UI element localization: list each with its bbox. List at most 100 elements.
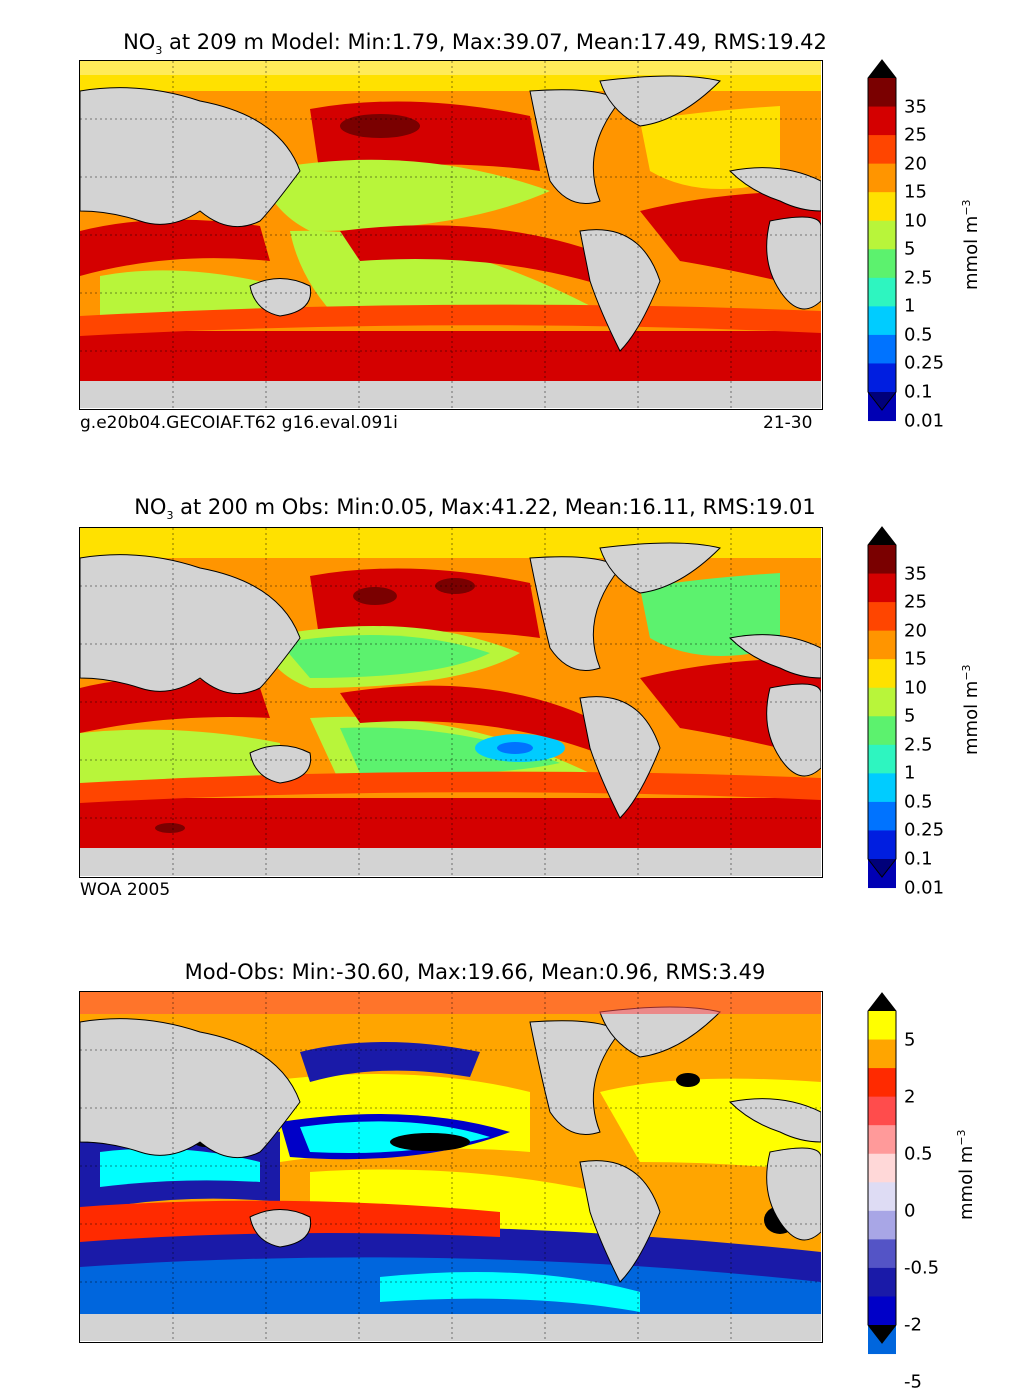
colorbar-segment	[868, 687, 896, 717]
colorbar-segment	[868, 1068, 896, 1098]
model-years-caption: 21-30	[763, 413, 813, 433]
obs-panel: NO3 at 200 m Obs: Min:0.05, Max:41.22, M…	[0, 495, 982, 900]
colorbar-segment	[868, 1125, 896, 1155]
colorbar-tick-label: 0.01	[904, 410, 945, 432]
colorbar-tick-label: 10	[904, 210, 927, 232]
colorbar-outline	[867, 992, 897, 1344]
model-map-title: NO3 at 209 m Model: Min:1.79, Max:39.07,…	[0, 30, 950, 57]
colorbar-segment	[868, 1296, 896, 1326]
obs-title-stats: at 200 m Obs: Min:0.05, Max:41.22, Mean:…	[173, 495, 816, 519]
colorbar-tick-label: -0.5	[904, 1257, 940, 1279]
obs-colorbar	[867, 526, 897, 889]
model-colorbar	[867, 59, 897, 422]
diff-unit-text: mmol m	[956, 1145, 977, 1220]
colorbar-tick-label: 5	[904, 1029, 916, 1051]
diff-map-graphic	[80, 992, 821, 1341]
colorbar-tick-label: -5	[904, 1371, 922, 1393]
colorbar-extend-max	[868, 60, 896, 78]
colorbar-segment	[868, 334, 896, 364]
colorbar-tick-label: 5	[904, 238, 916, 260]
model-title-species: NO	[123, 30, 156, 54]
colorbar-segment	[868, 1096, 896, 1126]
colorbar-tick-label: 10	[904, 677, 927, 699]
colorbar-tick-label: 1	[904, 762, 916, 784]
colorbar-tick-label: 0.1	[904, 381, 933, 403]
colorbar-segment	[868, 545, 896, 575]
colorbar-segment	[868, 1011, 896, 1041]
colorbar-tick-label: 0.25	[904, 819, 945, 841]
colorbar-segment	[868, 277, 896, 307]
colorbar-segment	[868, 163, 896, 193]
colorbar-segment	[868, 716, 896, 746]
colorbar-segment	[868, 1153, 896, 1183]
colorbar-segment	[868, 1039, 896, 1069]
obs-title-species: NO	[134, 495, 167, 519]
colorbar-segment	[868, 773, 896, 803]
colorbar-tick-label: 2.5	[904, 267, 933, 289]
colorbar-segment	[868, 135, 896, 165]
diff-colorbar-unit: mmol m−3	[955, 1129, 977, 1220]
colorbar-tick-label: 35	[904, 563, 927, 585]
colorbar-tick-label: 20	[904, 620, 927, 642]
colorbar-segment	[868, 1239, 896, 1269]
obs-title-species-subscript: 3	[166, 509, 174, 523]
colorbar-tick-label: 15	[904, 181, 927, 203]
colorbar-outline	[867, 59, 897, 411]
colorbar-tick-label: -2	[904, 1314, 922, 1336]
model-title-stats: at 209 m Model: Min:1.79, Max:39.07, Mea…	[162, 30, 827, 54]
colorbar-tick-label: 0.25	[904, 352, 945, 374]
colorbar-tick-label: 25	[904, 124, 927, 146]
obs-map-title: NO3 at 200 m Obs: Min:0.05, Max:41.22, M…	[0, 495, 950, 522]
colorbar-segment	[868, 1182, 896, 1212]
colorbar-segment	[868, 306, 896, 336]
colorbar-segment	[868, 78, 896, 108]
colorbar-segment	[868, 830, 896, 860]
colorbar-tick-label: 15	[904, 648, 927, 670]
diff-map	[79, 991, 823, 1343]
obs-colorbar-graphic	[867, 526, 897, 889]
colorbar-tick-label: 35	[904, 96, 927, 118]
colorbar-segment	[868, 602, 896, 632]
model-map-graphic	[80, 61, 821, 408]
diff-title-stats: Mod-Obs: Min:-30.60, Max:19.66, Mean:0.9…	[184, 960, 766, 984]
colorbar-segment	[868, 1267, 896, 1297]
colorbar-extend-min	[868, 392, 896, 410]
colorbar-tick-label: 0.5	[904, 324, 933, 346]
obs-nitrate-map	[79, 527, 823, 878]
colorbar-segment	[868, 249, 896, 279]
colorbar-tick-label: 0.01	[904, 877, 945, 899]
model-title-species-subscript: 3	[155, 44, 163, 58]
colorbar-segment	[868, 573, 896, 603]
colorbar-tick-label: 2.5	[904, 734, 933, 756]
colorbar-segment	[868, 744, 896, 774]
colorbar-segment	[868, 106, 896, 136]
colorbar-tick-label: 20	[904, 153, 927, 175]
colorbar-tick-label: 0.5	[904, 1143, 933, 1165]
colorbar-segment	[868, 801, 896, 831]
colorbar-segment	[868, 220, 896, 250]
model-run-caption: g.e20b04.GECOIAF.T62 g16.eval.091i	[80, 413, 398, 433]
model-nitrate-map	[79, 60, 823, 410]
diff-unit-exponent: −3	[955, 1129, 968, 1146]
colorbar-segment	[868, 659, 896, 689]
colorbar-segment	[868, 192, 896, 222]
colorbar-segment	[868, 630, 896, 660]
diff-colorbar	[867, 992, 897, 1355]
colorbar-extend-max	[868, 527, 896, 545]
colorbar-tick-label: 1	[904, 295, 916, 317]
colorbar-tick-label: 5	[904, 705, 916, 727]
colorbar-segment	[868, 363, 896, 393]
colorbar-tick-label: 25	[904, 591, 927, 613]
colorbar-extend-min	[868, 1325, 896, 1343]
obs-source-caption: WOA 2005	[80, 880, 171, 900]
diff-map-title: Mod-Obs: Min:-30.60, Max:19.66, Mean:0.9…	[0, 960, 950, 984]
model-panel: NO3 at 209 m Model: Min:1.79, Max:39.07,…	[0, 0, 1012, 460]
colorbar-segment	[868, 1210, 896, 1240]
colorbar-tick-label: 0.1	[904, 848, 933, 870]
model-colorbar-graphic	[867, 59, 897, 422]
colorbar-tick-label: 0	[904, 1200, 916, 1222]
colorbar-tick-label: 2	[904, 1086, 916, 1108]
colorbar-extend-min	[868, 859, 896, 877]
colorbar-extend-max	[868, 993, 896, 1011]
